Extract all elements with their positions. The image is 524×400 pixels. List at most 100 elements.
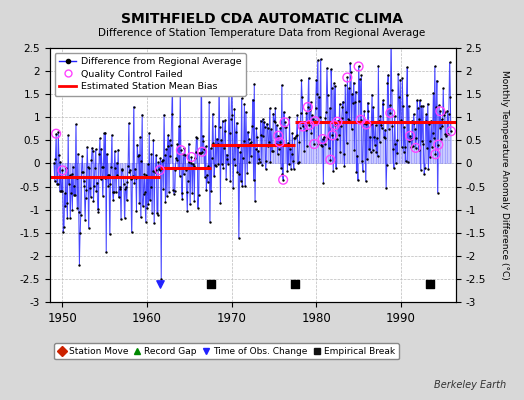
Point bbox=[404, 159, 412, 165]
Point bbox=[386, 102, 394, 108]
Point bbox=[363, 156, 371, 162]
Point bbox=[72, 121, 80, 128]
Point bbox=[133, 141, 141, 148]
Point bbox=[291, 280, 299, 287]
Point bbox=[329, 168, 337, 174]
Point bbox=[337, 123, 345, 129]
Point bbox=[151, 167, 160, 173]
Point bbox=[96, 176, 105, 182]
Point bbox=[68, 171, 76, 177]
Point bbox=[398, 75, 407, 82]
Point bbox=[286, 146, 294, 152]
Point bbox=[121, 186, 129, 192]
Point bbox=[344, 115, 352, 122]
Point bbox=[423, 144, 431, 151]
Point bbox=[208, 155, 216, 162]
Point bbox=[243, 170, 252, 176]
Point bbox=[231, 106, 239, 112]
Point bbox=[103, 172, 112, 178]
Point bbox=[276, 139, 284, 146]
Point bbox=[112, 189, 120, 196]
Point bbox=[439, 85, 447, 92]
Point bbox=[184, 178, 192, 184]
Point bbox=[172, 155, 180, 162]
Point bbox=[195, 150, 203, 156]
Point bbox=[431, 151, 440, 158]
Point bbox=[201, 174, 209, 180]
Point bbox=[412, 135, 421, 142]
Point bbox=[380, 134, 388, 140]
Point bbox=[270, 118, 278, 124]
Point bbox=[441, 130, 450, 137]
Point bbox=[181, 151, 189, 158]
Point bbox=[320, 134, 328, 140]
Point bbox=[328, 85, 336, 91]
Point bbox=[429, 130, 437, 136]
Point bbox=[104, 183, 113, 189]
Point bbox=[438, 123, 446, 130]
Point bbox=[144, 200, 152, 207]
Point bbox=[242, 108, 250, 115]
Point bbox=[209, 140, 217, 146]
Point bbox=[236, 149, 244, 156]
Point bbox=[385, 126, 393, 132]
Point bbox=[251, 198, 259, 204]
Point bbox=[333, 136, 341, 142]
Point bbox=[54, 152, 63, 158]
Point bbox=[88, 144, 96, 151]
Point bbox=[440, 109, 449, 116]
Point bbox=[377, 122, 385, 128]
Point bbox=[58, 167, 67, 174]
Point bbox=[206, 145, 215, 152]
Point bbox=[152, 152, 160, 158]
Point bbox=[340, 163, 348, 169]
Point bbox=[380, 135, 389, 142]
Point bbox=[279, 176, 287, 183]
Point bbox=[121, 215, 129, 221]
Point bbox=[272, 141, 280, 148]
Point bbox=[269, 110, 278, 117]
Point bbox=[114, 146, 123, 153]
Point bbox=[64, 132, 72, 138]
Point bbox=[359, 120, 368, 127]
Point bbox=[427, 117, 435, 124]
Point bbox=[405, 137, 413, 144]
Point bbox=[358, 158, 366, 165]
Point bbox=[288, 130, 297, 136]
Point bbox=[383, 80, 391, 86]
Point bbox=[431, 63, 439, 70]
Point bbox=[428, 143, 436, 150]
Point bbox=[166, 153, 174, 160]
Point bbox=[160, 151, 169, 158]
Point bbox=[369, 104, 378, 111]
Point bbox=[383, 162, 391, 168]
Point bbox=[122, 184, 130, 190]
Point bbox=[95, 151, 103, 157]
Point bbox=[202, 187, 211, 194]
Point bbox=[165, 188, 173, 195]
Point bbox=[110, 188, 118, 195]
Point bbox=[430, 135, 438, 142]
Point bbox=[333, 118, 342, 125]
Point bbox=[187, 160, 195, 166]
Point bbox=[73, 204, 81, 211]
Point bbox=[198, 148, 206, 155]
Point bbox=[237, 95, 246, 102]
Point bbox=[319, 136, 327, 142]
Point bbox=[80, 183, 89, 189]
Point bbox=[409, 142, 417, 149]
Point bbox=[349, 100, 357, 107]
Point bbox=[386, 110, 395, 116]
Point bbox=[264, 124, 272, 131]
Point bbox=[231, 162, 239, 168]
Point bbox=[416, 97, 424, 104]
Point bbox=[447, 128, 455, 134]
Point bbox=[366, 134, 374, 140]
Point bbox=[423, 100, 432, 107]
Point bbox=[268, 148, 277, 154]
Point bbox=[329, 132, 337, 138]
Point bbox=[86, 194, 95, 200]
Point bbox=[392, 137, 401, 144]
Point bbox=[341, 82, 350, 88]
Point bbox=[76, 230, 84, 237]
